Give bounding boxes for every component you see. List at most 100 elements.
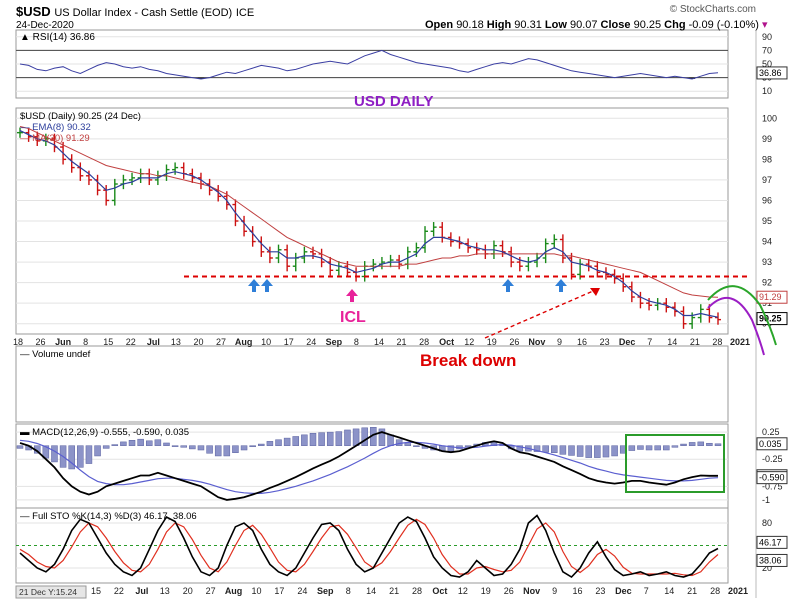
price-x-tick-label: 20: [193, 337, 203, 347]
macd-histogram-bar: [68, 445, 75, 470]
price-tick-label: 99: [762, 134, 772, 144]
price-x-tick-label: 26: [36, 337, 46, 347]
high-label: High: [486, 19, 512, 31]
ma30-line: [19, 126, 719, 298]
macd-histogram-bar: [51, 445, 58, 463]
macd-histogram-bar: [137, 438, 144, 446]
macd-histogram-bar: [102, 445, 110, 449]
macd-highlight-box: [625, 434, 725, 493]
sto-x-tick-label: Jul: [135, 586, 148, 596]
macd-histogram-bar: [223, 445, 231, 457]
macd-histogram-bar: [542, 445, 549, 453]
price-x-tick-label: Nov: [528, 337, 545, 347]
price-x-tick-label: 27: [216, 337, 226, 347]
macd-histogram-bar: [120, 441, 127, 446]
macd-histogram-bar: [559, 445, 567, 455]
macd-histogram-bar: [352, 428, 360, 446]
macd-histogram-bar: [249, 445, 256, 448]
macd-histogram-bar: [180, 445, 187, 448]
price-tick-label: 96: [762, 195, 772, 205]
price-x-tick-label: 14: [667, 337, 677, 347]
sto-last-badge: [756, 553, 788, 567]
sto-x-tick-label: 23: [595, 586, 605, 596]
price-tick-label: 92: [762, 278, 772, 288]
sto-x-tick-label: 24: [297, 586, 307, 596]
macd-histogram-bar: [318, 432, 325, 446]
macd-title: ▬ MACD(12,26,9) -0.555, -0.590, 0.035: [20, 427, 189, 438]
macd-histogram-bar: [413, 445, 420, 447]
macd-histogram-bar: [645, 445, 653, 451]
price-x-tick-label: 8: [354, 337, 359, 347]
low-value: 90.07: [569, 19, 598, 31]
macd-histogram-bar: [85, 445, 93, 464]
price-x-tick-label: Jun: [55, 337, 71, 347]
macd-histogram-bar: [447, 445, 455, 452]
macd-signal-line: [19, 439, 719, 494]
macd-histogram-bar: [628, 445, 636, 451]
break-down-arrowhead: [590, 288, 600, 296]
macd-tick-label: -1: [762, 495, 770, 505]
low-label: Low: [544, 19, 567, 31]
close-label: Close: [600, 19, 631, 31]
close-value: 90.25: [633, 19, 662, 31]
price-x-tick-label: 7: [647, 337, 652, 347]
price-x-tick-label: 21: [690, 337, 700, 347]
dropdown-caret-icon[interactable]: ▾: [762, 19, 768, 31]
macd-histogram-bar: [576, 445, 584, 457]
macd-histogram-bar: [292, 436, 300, 446]
panel-frame-vol: [15, 345, 729, 423]
sto-x-tick-label: 2021: [728, 586, 748, 596]
macd-tick-label: 0.25: [762, 427, 780, 437]
macd-histogram-bar: [602, 445, 610, 458]
price-legend-ma: — MA(30) 91.29: [20, 133, 90, 144]
sto-x-tick-label: Dec: [615, 586, 632, 596]
macd-histogram-bar: [611, 445, 618, 457]
open-label: Open: [425, 19, 454, 31]
sto-last-value: 46.17: [759, 537, 782, 547]
macd-line: [19, 431, 718, 501]
price-legend-symbol: $USD (Daily) 90.25 (24 Dec): [20, 111, 141, 122]
price-x-tick-label: Aug: [235, 337, 253, 347]
macd-histogram-bar: [309, 432, 317, 446]
macd-histogram-bar: [171, 445, 179, 447]
price-x-tick-label: 8: [83, 337, 88, 347]
price-x-tick-label: Jul: [147, 337, 160, 347]
macd-histogram-bar: [378, 428, 386, 446]
macd-histogram-bar: [283, 437, 291, 446]
symbol: $USD: [16, 4, 51, 19]
rsi-last-value: 36.86: [759, 68, 782, 78]
sto-x-tick-label: 26: [504, 586, 514, 596]
macd-tick-label: -0.25: [762, 454, 783, 464]
price-x-tick-label: 21: [397, 337, 407, 347]
sto-x-tick-label: 19: [481, 586, 491, 596]
price-x-tick-label: 13: [171, 337, 181, 347]
blue-up-arrow-icon: [248, 279, 260, 292]
macd-histogram-bar: [688, 442, 696, 446]
macd-histogram-bar: [706, 442, 713, 446]
price-x-tick-label: 17: [284, 337, 294, 347]
price-tick-label: 94: [762, 237, 772, 247]
chg-label: Chg: [664, 19, 686, 31]
macd-histogram-bar: [654, 445, 661, 451]
macd-histogram-bar: [154, 439, 162, 446]
rsi-tick-label: 90: [762, 32, 772, 42]
symbol-name: US Dollar Index - Cash Settle (EOD): [54, 7, 233, 19]
macd-histogram-bar: [637, 445, 644, 450]
macd-histogram-bar: [361, 427, 368, 446]
price-x-tick-label: 2021: [730, 337, 750, 347]
blue-up-arrow-icon: [261, 279, 273, 292]
price-x-tick-label: 16: [577, 337, 587, 347]
price-x-tick-label: 14: [374, 337, 384, 347]
rsi-title: ▲ RSI(14) 36.86: [20, 32, 95, 43]
rsi-line: [19, 49, 719, 80]
price-x-tick-label: 28: [419, 337, 429, 347]
price-x-tick-label: Dec: [619, 337, 636, 347]
sto-last-value: 38.06: [759, 555, 782, 565]
price-tick-label: 98: [762, 154, 772, 164]
price-x-tick-label: Oct: [439, 337, 454, 347]
sto-x-tick-label: 21: [687, 586, 697, 596]
macd-histogram-bar: [146, 440, 153, 446]
price-legend-ema: — EMA(8) 90.32: [20, 122, 91, 133]
price-x-tick-label: 9: [557, 337, 562, 347]
macd-last-badge: [756, 471, 788, 485]
